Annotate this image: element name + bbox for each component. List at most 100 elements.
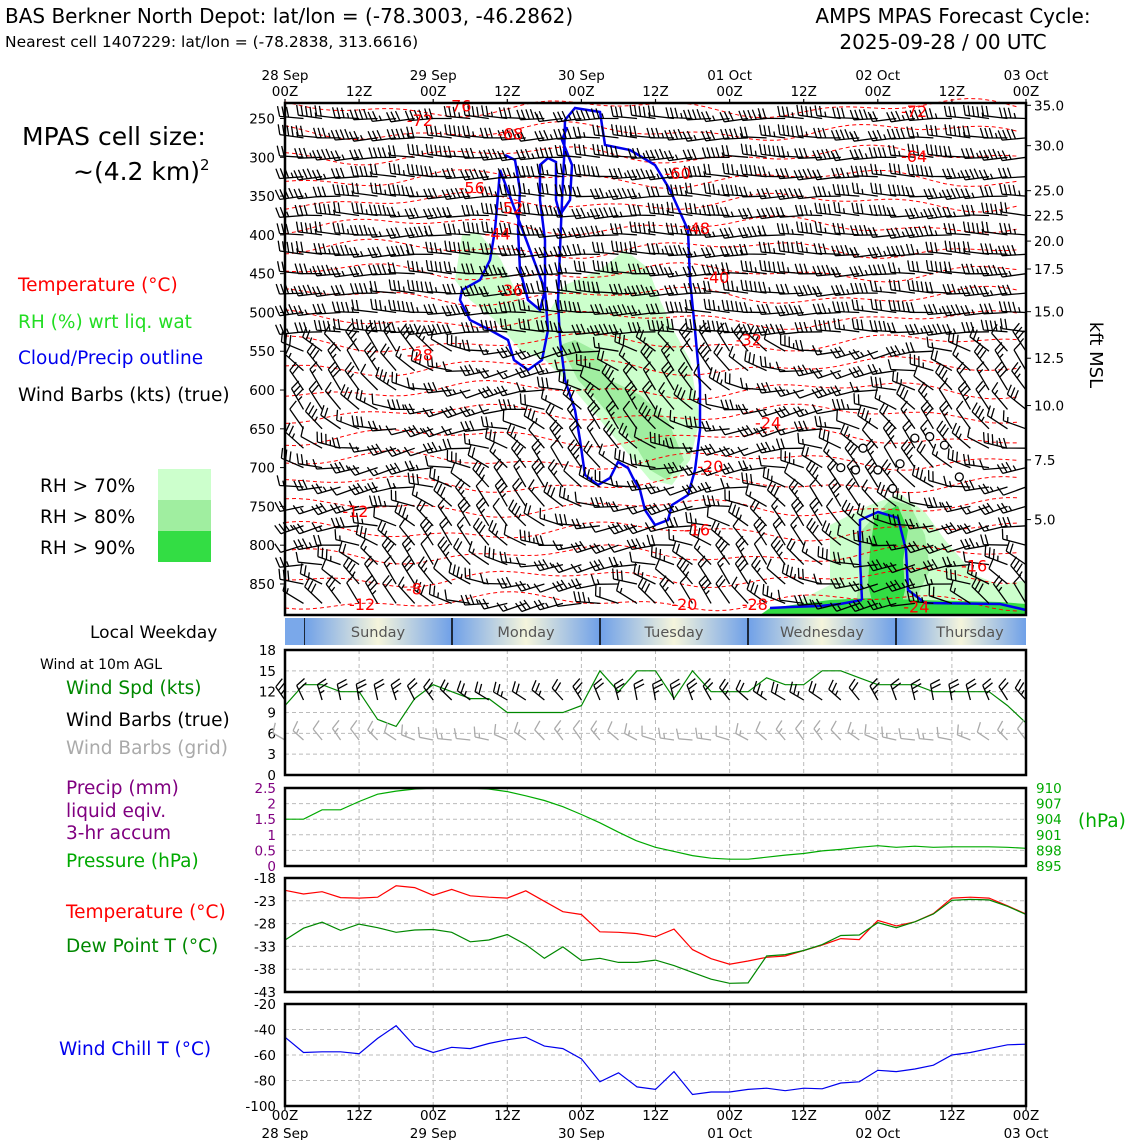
- wind-barb: [645, 303, 675, 315]
- wind-barb: [323, 324, 342, 352]
- top-date-label: 03 Oct: [1004, 68, 1049, 84]
- wind-barb: [554, 513, 582, 527]
- snow-marker: [910, 433, 920, 443]
- wind-barb: [702, 204, 730, 217]
- wind-barb: [497, 128, 526, 141]
- wind-barb: [941, 522, 971, 535]
- grid-wind-barb: [795, 719, 805, 741]
- wind-barb: [375, 366, 397, 391]
- wind-barb: [861, 479, 879, 507]
- wind-barb: [832, 183, 860, 197]
- wind-barb: [596, 348, 619, 372]
- y-tick-label: -28: [254, 917, 276, 933]
- wind-barb: [385, 446, 415, 458]
- wind-barb: [701, 111, 730, 123]
- wind-barb: [493, 458, 508, 488]
- wind-barb: [698, 574, 712, 604]
- wind-barb: [386, 478, 415, 489]
- wind-barb: [572, 301, 600, 314]
- cell-size-value: ~(4.2 km)2: [73, 156, 210, 186]
- wind-barb: [373, 506, 397, 527]
- wind-barb: [348, 500, 378, 511]
- wind-barb: [420, 535, 434, 565]
- wind-barb: [349, 246, 378, 258]
- wind-barb: [757, 108, 786, 120]
- wind-barb: [517, 202, 545, 217]
- y-tick-label: -80: [254, 1074, 276, 1090]
- wind-barb: [836, 524, 860, 546]
- wind-barb: [290, 380, 305, 410]
- wind-barb: [587, 400, 601, 430]
- wind-barb: [666, 201, 693, 217]
- wind-barb: [796, 221, 823, 236]
- wind-barb: [590, 496, 619, 509]
- y-tick-label: 12: [259, 685, 276, 701]
- wind-barb: [907, 260, 934, 275]
- wind-barb: [849, 381, 878, 393]
- wind-barb: [982, 432, 1008, 449]
- wind-barb: [775, 438, 804, 450]
- wind-barb: [383, 555, 397, 585]
- wind-barb: [848, 599, 879, 613]
- wind-barb: [697, 342, 712, 371]
- grid-wind-barb: [715, 725, 730, 741]
- wind-barb: [351, 415, 378, 430]
- legend-rh90-label: RH > 90%: [40, 538, 135, 559]
- wind-barb: [404, 403, 434, 415]
- wind-barb: [425, 241, 452, 255]
- surface-wind-barb: [355, 679, 367, 701]
- wind-barb: [535, 204, 563, 217]
- wind-barb: [739, 377, 767, 391]
- bottom-hour-label: 12Z: [494, 1108, 520, 1124]
- wind-barb: [642, 361, 657, 391]
- wind-barb: [941, 556, 971, 568]
- wind-barb: [332, 184, 360, 197]
- wind-barb: [618, 422, 638, 449]
- wind-barb: [390, 489, 415, 508]
- wind-barb: [978, 169, 1008, 181]
- wind-barb: [812, 264, 841, 277]
- wind-barb: [720, 399, 749, 411]
- wind-barb: [628, 204, 656, 217]
- temperature-contour-label: -20: [697, 457, 723, 476]
- wind-barb: [841, 499, 860, 527]
- surface-wind-barb: [275, 678, 286, 701]
- wind-barb: [758, 241, 786, 255]
- wind-barb: [552, 579, 582, 593]
- wind-barb: [668, 528, 693, 546]
- wind-barb: [340, 384, 360, 410]
- wind-barb: [368, 204, 397, 217]
- wind-barb: [608, 167, 638, 180]
- wind-barb: [547, 459, 564, 488]
- wind-barb: [720, 477, 749, 489]
- wind-barb: [533, 559, 564, 572]
- wind-barb: [682, 500, 712, 511]
- wind-barb: [395, 345, 416, 372]
- wind-barb: [406, 377, 434, 391]
- wind-barb: [849, 130, 878, 142]
- wind-barb: [949, 580, 971, 604]
- wind-barb: [609, 145, 638, 158]
- wind-barb: [830, 284, 860, 296]
- y-tick-label: -23: [254, 894, 276, 910]
- wind-barb: [293, 305, 323, 317]
- wind-barb: [887, 359, 915, 372]
- wind-barb: [518, 182, 545, 197]
- wind-barb: [869, 280, 897, 294]
- wind-barb: [289, 361, 305, 391]
- wind-barb: [870, 298, 897, 314]
- wind-barb: [831, 167, 860, 179]
- wind-barb: [516, 108, 545, 121]
- wind-barb: [502, 410, 527, 430]
- wind-barb: [885, 562, 916, 574]
- bottom-date-label: 30 Sep: [558, 1126, 605, 1140]
- wind-barb: [900, 400, 916, 430]
- wind-barb: [941, 543, 971, 553]
- wind-barb: [700, 443, 730, 456]
- wind-barb: [758, 143, 786, 158]
- wind-barb: [830, 150, 860, 162]
- wind-barb: [276, 223, 304, 236]
- wind-barb: [294, 147, 323, 159]
- wind-barb: [867, 363, 897, 375]
- wind-barb: [944, 240, 971, 255]
